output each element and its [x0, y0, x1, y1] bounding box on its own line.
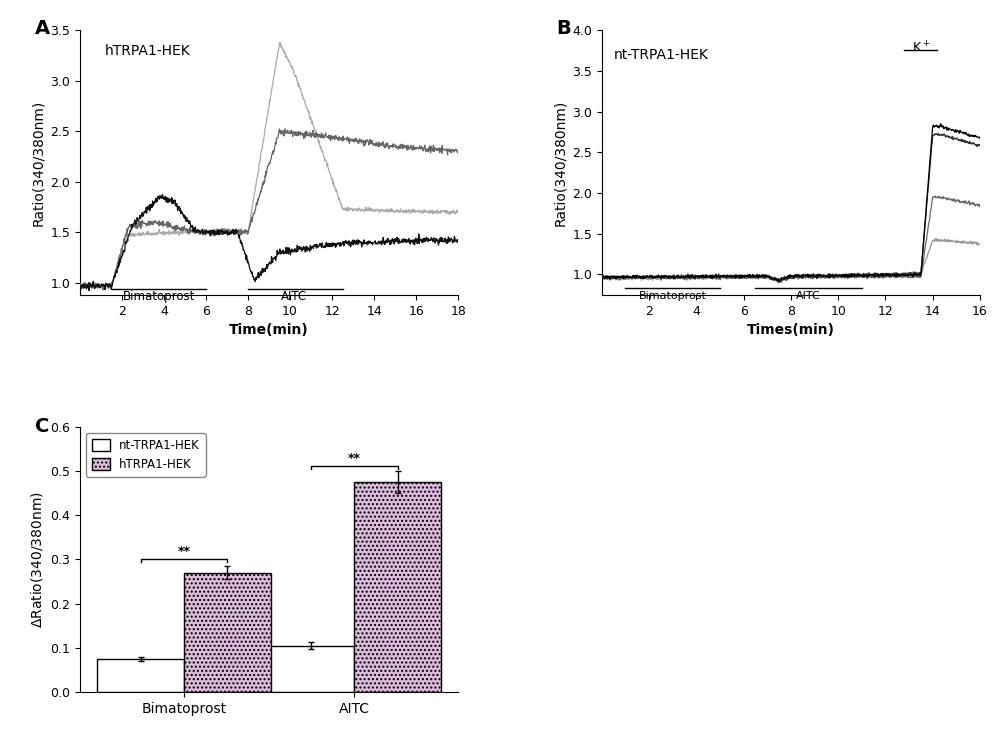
Y-axis label: Ratio(340/380nm): Ratio(340/380nm)	[31, 99, 45, 226]
Text: **: **	[177, 544, 190, 558]
Text: C: C	[35, 417, 49, 435]
Bar	[268, 645, 354, 692]
Text: hTRPA1-HEK: hTRPA1-HEK	[105, 44, 191, 59]
Text: K$^+$: K$^+$	[912, 40, 930, 55]
Bar	[184, 573, 271, 692]
Text: Bimatoprost: Bimatoprost	[123, 290, 195, 303]
X-axis label: Time(min): Time(min)	[229, 323, 309, 337]
Bar	[354, 482, 441, 692]
Text: B: B	[556, 20, 571, 38]
Text: AITC: AITC	[281, 290, 307, 303]
Legend: nt-TRPA1-HEK, hTRPA1-HEK: nt-TRPA1-HEK, hTRPA1-HEK	[86, 433, 206, 477]
Bar	[97, 659, 184, 692]
Text: A: A	[35, 20, 50, 38]
Y-axis label: Ratio(340/380nm): Ratio(340/380nm)	[553, 99, 567, 226]
X-axis label: Times(min): Times(min)	[747, 323, 835, 337]
Text: Bimatoprost: Bimatoprost	[639, 291, 707, 301]
Y-axis label: $\Delta$Ratio(340/380nm): $\Delta$Ratio(340/380nm)	[29, 491, 45, 628]
Text: AITC: AITC	[796, 291, 821, 301]
Text: nt-TRPA1-HEK: nt-TRPA1-HEK	[614, 47, 709, 62]
Text: **: **	[348, 452, 361, 465]
